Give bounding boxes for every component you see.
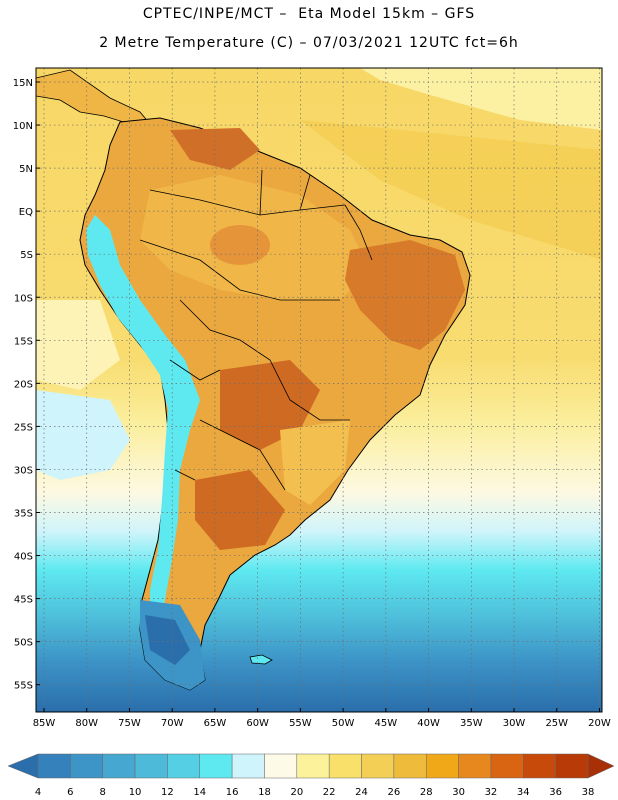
colorbar-label: 38 xyxy=(582,787,595,798)
pampas-hot xyxy=(195,470,285,550)
colorbar-swatch xyxy=(231,753,265,779)
colorbar-swatch xyxy=(102,753,136,779)
colorbar-swatch xyxy=(523,753,556,779)
country-borders xyxy=(139,169,373,491)
lon-label: 60W xyxy=(246,718,269,729)
lon-label: 85W xyxy=(33,718,56,729)
map-subtitle: 2 Metre Temperature (C) – 07/03/2021 12U… xyxy=(99,35,519,51)
lon-label: 45W xyxy=(375,718,398,729)
colorbar-label: 4 xyxy=(35,787,41,798)
colorbar-label: 32 xyxy=(485,787,498,798)
lat-label: 55S xyxy=(14,681,33,692)
lat-label: 20S xyxy=(14,379,33,390)
colorbar-swatch xyxy=(70,753,103,779)
colorbar-swatch xyxy=(134,753,168,779)
colorbar-swatch xyxy=(361,753,395,779)
colorbar-label: 36 xyxy=(549,787,562,798)
colorbar-label: 30 xyxy=(452,787,465,798)
lat-label: 15N xyxy=(13,78,33,89)
south-brazil-mild xyxy=(280,420,350,505)
colorbar-label: 18 xyxy=(258,787,271,798)
lon-label: 30W xyxy=(503,718,526,729)
longitude-axis: 85W 80W 75W 70W 65W 60W 55W 50W 45W 40W 35W 30W 25W 2… xyxy=(33,708,611,729)
colorbar-label: 24 xyxy=(355,787,368,798)
lat-label: EQ xyxy=(19,207,33,218)
map-frame xyxy=(35,67,603,713)
colorbar-label: 16 xyxy=(226,787,239,798)
colorbar-label: 6 xyxy=(67,787,73,798)
colorbar-swatch xyxy=(328,753,362,779)
lat-label: 40S xyxy=(14,552,33,563)
lon-label: 70W xyxy=(161,718,184,729)
colorbar-swatch xyxy=(296,753,330,779)
ocean-warm-band xyxy=(360,68,602,130)
colorbar-label: 20 xyxy=(290,787,303,798)
amazon-hot-spot xyxy=(210,225,270,265)
colorbar-label: 8 xyxy=(100,787,106,798)
lon-label: 75W xyxy=(118,718,141,729)
colorbar: 4 6 8 10 12 14 16 18 20 22 24 26 28 30 32 34 36 38 xyxy=(7,753,615,798)
colorbar-label: 22 xyxy=(323,787,336,798)
lat-label: 45S xyxy=(14,595,33,606)
latitude-axis: 15N 10N 5N EQ 5S 10S 15S 20S 25S 30S 35S 40S 45S 50S 5… xyxy=(13,78,40,692)
pacific-warm-band xyxy=(36,300,120,390)
lon-label: 80W xyxy=(75,718,98,729)
falkland-islands xyxy=(249,654,273,665)
lon-label: 20W xyxy=(588,718,611,729)
colorbar-high-arrow xyxy=(587,753,615,779)
lon-label: 35W xyxy=(460,718,483,729)
colorbar-label: 10 xyxy=(129,787,142,798)
lon-label: 50W xyxy=(332,718,355,729)
colorbar-swatch xyxy=(458,753,492,779)
lat-label: 5N xyxy=(19,164,33,175)
ocean-warm-band-2 xyxy=(300,120,602,260)
colorbar-label: 14 xyxy=(193,787,206,798)
lon-label: 25W xyxy=(545,718,568,729)
colorbar-swatch xyxy=(37,753,71,779)
andes-cold xyxy=(86,215,200,630)
patagonia-coldest xyxy=(145,615,190,665)
lat-label: 35S xyxy=(14,509,33,520)
ne-brazil-hot xyxy=(345,240,465,350)
lon-label: 65W xyxy=(204,718,227,729)
lat-label: 10S xyxy=(14,293,33,304)
colorbar-label: 26 xyxy=(388,787,401,798)
lat-label: 10N xyxy=(13,121,33,132)
chaco-hot xyxy=(220,360,320,450)
colorbar-label: 12 xyxy=(161,787,174,798)
lon-label: 40W xyxy=(417,718,440,729)
graticule xyxy=(36,68,602,712)
colorbar-swatch xyxy=(199,753,233,779)
colorbar-label: 28 xyxy=(420,787,433,798)
colorbar-label: 34 xyxy=(517,787,530,798)
colorbar-low-arrow xyxy=(7,753,39,779)
colorbar-swatch xyxy=(393,753,427,779)
colorbar-swatch xyxy=(555,753,589,779)
colorbar-swatch xyxy=(490,753,524,779)
lat-label: 50S xyxy=(14,638,33,649)
colorbar-swatch xyxy=(167,753,201,779)
map-title: CPTEC/INPE/MCT – Eta Model 15km – GFS xyxy=(142,6,476,22)
lat-label: 5S xyxy=(20,250,33,261)
pacific-cool-band xyxy=(36,390,130,480)
lat-label: 15S xyxy=(14,336,33,347)
lat-label: 25S xyxy=(14,422,33,433)
lon-label: 55W xyxy=(289,718,312,729)
colorbar-swatch xyxy=(425,753,459,779)
colorbar-swatch xyxy=(264,753,298,779)
lat-label: 30S xyxy=(14,465,33,476)
